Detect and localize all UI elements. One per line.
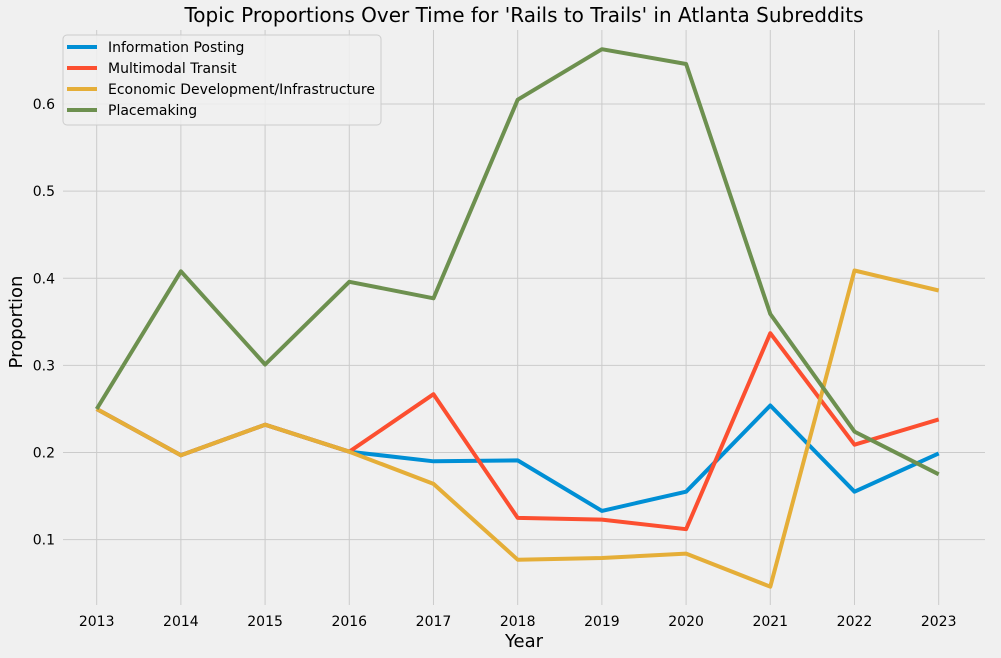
x-tick-label: 2018 — [500, 614, 536, 630]
series-layer — [94, 47, 940, 589]
x-tick-label: 2016 — [331, 614, 367, 630]
x-tick-label: 2017 — [416, 614, 452, 630]
x-axis-label: Year — [504, 631, 544, 652]
y-tick-label: 0.1 — [33, 533, 55, 549]
x-tick-label: 2013 — [79, 614, 115, 630]
y-tick-label: 0.3 — [33, 358, 55, 374]
x-tick-label: 2015 — [247, 614, 283, 630]
legend-label: Placemaking — [108, 103, 197, 119]
y-tick-label: 0.5 — [33, 184, 55, 200]
legend-label: Economic Development/Infrastructure — [108, 82, 375, 98]
tick-layer: 2013 2014 2015 2016 2017 2018 2019 2020 2021 2022… — [33, 97, 957, 630]
legend-label: Information Posting — [108, 40, 244, 56]
x-tick-label: 2020 — [668, 614, 704, 630]
x-tick-label: 2019 — [584, 614, 620, 630]
y-tick-label: 0.4 — [33, 271, 55, 287]
legend-label: Multimodal Transit — [108, 61, 237, 77]
series-line-economic-development-infrastructure — [95, 268, 940, 589]
x-tick-label: 2023 — [921, 614, 957, 630]
grid-layer — [63, 30, 985, 605]
legend: Information Posting Multimodal Transit Eco… — [62, 34, 382, 126]
y-tick-label: 0.6 — [33, 97, 55, 113]
legend-frame — [62, 34, 382, 126]
y-tick-label: 0.2 — [33, 446, 55, 462]
x-tick-label: 2022 — [837, 614, 873, 630]
x-tick-label: 2014 — [163, 614, 199, 630]
y-axis-label: Proportion — [6, 276, 27, 369]
chart-title: Topic Proportions Over Time for 'Rails t… — [183, 3, 863, 27]
x-tick-label: 2021 — [752, 614, 788, 630]
series-line-placemaking — [94, 47, 940, 477]
